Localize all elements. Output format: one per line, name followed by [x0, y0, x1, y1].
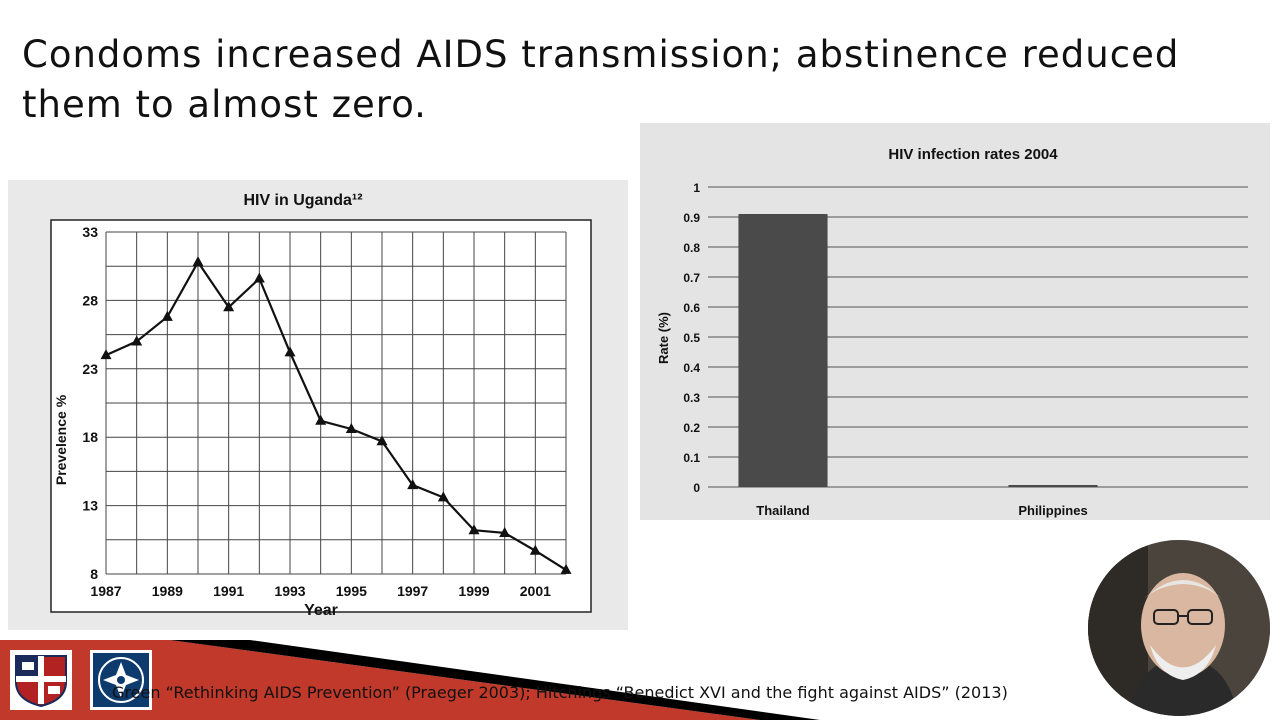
footer-band [0, 640, 1280, 720]
uganda-data-point [161, 310, 173, 321]
uganda-x-tick-label: 1997 [397, 583, 428, 599]
uganda-data-point [499, 526, 511, 537]
uganda-x-axis-label: Year [304, 602, 338, 619]
uganda-y-tick-label: 13 [82, 498, 98, 514]
uganda-data-point [100, 349, 112, 360]
rates-x-tick-label: Thailand [756, 503, 810, 518]
rates-y-tick-label: 0.5 [683, 331, 700, 345]
uganda-x-tick-label: 1995 [336, 583, 367, 599]
rates-y-tick-label: 0.1 [683, 451, 700, 465]
uganda-data-point [131, 335, 143, 346]
infection-rates-bar-chart: HIV infection rates 2004 0 0.1 0.2 0.3 0.4 0.… [656, 146, 1248, 518]
rates-y-tick-label: 0.9 [683, 211, 700, 225]
uganda-chart-title: HIV in Uganda¹² [243, 192, 362, 209]
uganda-y-tick-label: 28 [82, 292, 98, 308]
uganda-y-tick-label: 33 [82, 224, 98, 240]
rates-y-tick-label: 0.8 [683, 241, 700, 255]
uganda-y-tick-label: 23 [82, 361, 98, 377]
uganda-data-point [315, 414, 327, 425]
uganda-line-chart: HIV in Uganda¹² 33 28 23 18 13 8 1987 1989 1991… [50, 192, 592, 619]
rates-y-tick-label: 1 [693, 181, 700, 195]
uganda-data-point [529, 544, 541, 555]
rates-y-ticks: 0 0.1 0.2 0.3 0.4 0.5 0.6 0.7 0.8 0.9 1 [683, 181, 700, 495]
rates-y-tick-label: 0.7 [683, 271, 700, 285]
slide-title-line-2: them to almost zero. [22, 83, 427, 126]
presenter-video-icon [1088, 540, 1270, 716]
rates-y-tick-label: 0 [693, 481, 700, 495]
slide-title: Condoms increased AIDS transmission; abs… [22, 30, 1242, 130]
uganda-x-tick-label: 1989 [152, 583, 183, 599]
uganda-y-tick-label: 8 [90, 566, 98, 582]
uganda-grid [105, 231, 567, 575]
uganda-data-point [345, 422, 357, 433]
uganda-data-points [100, 256, 572, 574]
university-shield-icon [10, 650, 72, 710]
rates-y-tick-label: 0.3 [683, 391, 700, 405]
rates-bars [738, 214, 1098, 487]
cross-emblem-icon [90, 650, 152, 710]
uganda-chart-panel: HIV in Uganda¹² 33 28 23 18 13 8 1987 1989 1991… [8, 180, 628, 630]
uganda-series-line [105, 260, 567, 571]
infection-rates-chart-panel: HIV infection rates 2004 0 0.1 0.2 0.3 0.4 0.… [640, 123, 1270, 520]
uganda-data-point [468, 524, 480, 535]
rates-y-tick-label: 0.6 [683, 301, 700, 315]
uganda-x-tick-label: 1991 [213, 583, 244, 599]
uganda-x-tick-label: 2001 [520, 583, 551, 599]
uganda-x-ticks: 1987 1989 1991 1993 1995 1997 1999 2001 [90, 583, 551, 599]
uganda-y-tick-label: 18 [82, 429, 98, 445]
rates-y-tick-label: 0.2 [683, 421, 700, 435]
uganda-data-point [407, 479, 419, 490]
uganda-y-ticks: 33 28 23 18 13 8 [82, 224, 98, 582]
uganda-data-point [253, 272, 265, 283]
uganda-y-axis-label: Prevelence % [53, 394, 69, 485]
footer-accent-shape [0, 640, 760, 720]
uganda-data-point [376, 435, 388, 446]
uganda-x-tick-label: 1999 [458, 583, 489, 599]
uganda-x-tick-label: 1987 [90, 583, 121, 599]
uganda-data-point [223, 301, 235, 312]
rates-x-tick-label: Philippines [1018, 503, 1087, 518]
rates-y-axis-label: Rate (%) [656, 312, 671, 364]
footer-black-stripe [170, 640, 820, 720]
citation-text: Green “Rethinking AIDS Prevention” (Prae… [112, 683, 1008, 702]
uganda-data-point [284, 346, 296, 357]
rates-bar [1008, 485, 1098, 487]
uganda-x-tick-label: 1993 [274, 583, 305, 599]
uganda-data-point [560, 563, 572, 574]
rates-y-tick-label: 0.4 [683, 361, 700, 375]
uganda-data-point [192, 256, 204, 267]
footer-swoosh [0, 640, 820, 720]
rates-chart-title: HIV infection rates 2004 [888, 146, 1058, 163]
rates-x-ticks: Thailand Philippines [756, 503, 1087, 518]
uganda-data-point [437, 491, 449, 502]
slide-title-line-1: Condoms increased AIDS transmission; abs… [22, 33, 1180, 76]
rates-bar [738, 214, 828, 487]
